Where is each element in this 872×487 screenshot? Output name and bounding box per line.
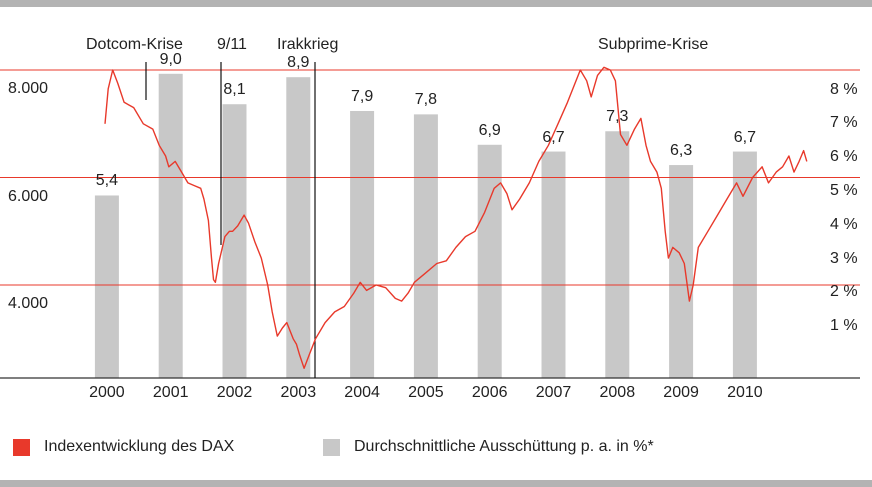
x-tick-2001: 2001 (152, 384, 189, 401)
bar-2003 (286, 77, 311, 379)
bar-label-2001: 9,0 (159, 50, 182, 68)
left-tick-2: 8.000 (8, 80, 49, 97)
bar-label-2002: 8,1 (223, 81, 246, 99)
event-label-0: Dotcom-Krise (86, 36, 183, 53)
bar-label-2004: 7,9 (350, 87, 374, 105)
bar-label-2009: 6,3 (669, 142, 693, 160)
legend-swatch-payout (323, 438, 340, 456)
x-tick-2005: 2005 (408, 384, 444, 401)
bar-label-2003: 8,9 (287, 54, 310, 72)
bar-2007 (541, 151, 566, 378)
bar-2004 (350, 110, 375, 378)
bar-label-2010: 6,7 (733, 128, 757, 146)
left-tick-0: 4.000 (8, 295, 49, 312)
right-tick-3: 4 % (830, 215, 858, 233)
right-tick-5: 6 % (830, 148, 858, 166)
event-label-3: Subprime-Krise (598, 36, 709, 53)
x-tick-2006: 2006 (471, 384, 508, 401)
x-tick-2004: 2004 (344, 384, 380, 401)
legend-item-dax: Indexentwicklung des DAX (13, 437, 234, 457)
legend-swatch-dax (13, 438, 30, 456)
bar-label-2000: 5,4 (95, 172, 119, 190)
bar-2009 (669, 165, 694, 378)
event-label-2: Irakkrieg (277, 36, 339, 53)
event-label-1: 9/11 (217, 36, 247, 53)
top-rule (0, 0, 872, 7)
bar-label-2005: 7,8 (414, 91, 438, 109)
bar-2000 (94, 195, 119, 378)
dax-line (104, 66, 808, 369)
bottom-rule (0, 480, 872, 487)
x-tick-2003: 2003 (280, 384, 317, 401)
bar-label-2007: 6,7 (542, 128, 565, 146)
bar-label-2006: 6,9 (478, 121, 501, 139)
legend-label-payout: Durchschnittliche Ausschüttung p. a. in … (354, 438, 654, 455)
bar-2005 (413, 114, 438, 379)
bar-2006 (477, 144, 502, 378)
right-tick-2: 3 % (830, 249, 858, 267)
bar-2010 (732, 151, 757, 378)
x-tick-2008: 2008 (599, 384, 636, 401)
bar-2001 (158, 73, 183, 379)
legend-item-payout: Durchschnittliche Ausschüttung p. a. in … (323, 437, 654, 457)
legend-label-dax: Indexentwicklung des DAX (44, 438, 235, 455)
right-tick-1: 2 % (830, 283, 858, 301)
bar-2002 (222, 104, 247, 378)
x-tick-2010: 2010 (727, 384, 763, 401)
x-tick-2000: 2000 (89, 384, 125, 401)
right-tick-7: 8 % (830, 80, 858, 98)
x-tick-2007: 2007 (535, 384, 572, 401)
left-tick-1: 6.000 (8, 187, 49, 205)
x-tick-2002: 2002 (216, 384, 253, 401)
right-tick-4: 5 % (830, 182, 858, 199)
right-tick-0: 1 % (830, 317, 858, 335)
right-tick-6: 7 % (830, 114, 858, 132)
x-tick-2009: 2009 (663, 384, 699, 401)
bar-label-2008: 7,3 (606, 108, 629, 126)
bar-2008 (605, 131, 630, 378)
